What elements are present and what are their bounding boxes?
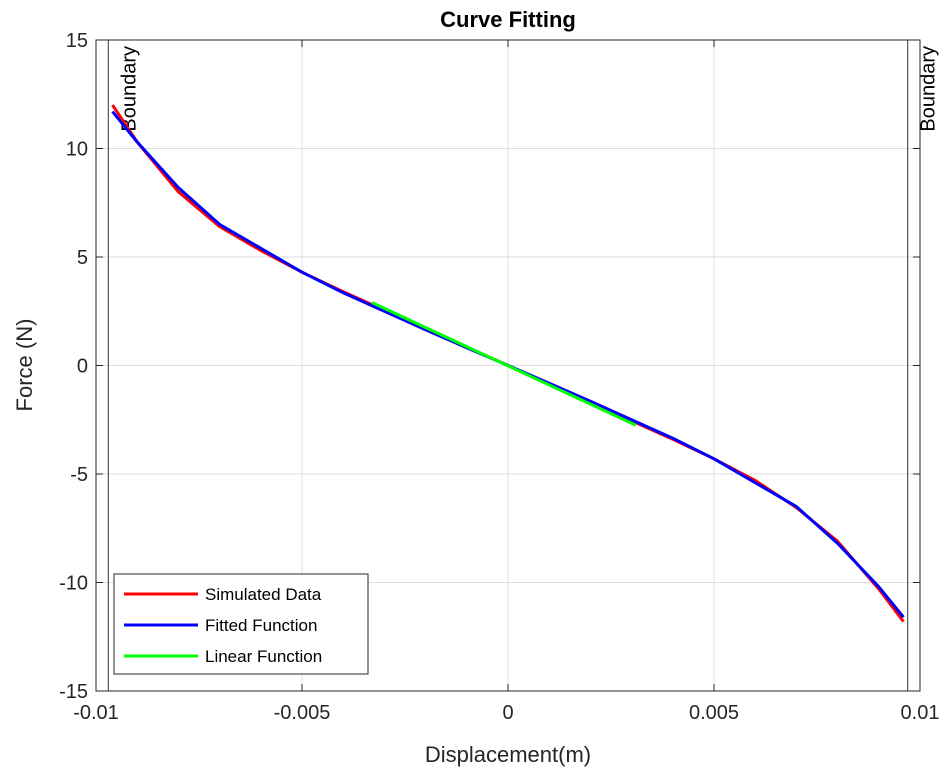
- x-tick-label: 0.005: [689, 702, 739, 724]
- legend-entries: Simulated Data Fitted Function Linear Func…: [124, 585, 322, 666]
- boundary-lines: Boundary Boundary: [107, 40, 940, 691]
- y-tick-label: -15: [59, 681, 88, 703]
- series-lines: [111, 104, 905, 623]
- x-axis-label: Displacement(m): [425, 742, 591, 767]
- y-tick-label: 10: [66, 139, 88, 161]
- boundary-label: Boundary: [918, 46, 940, 132]
- y-tick-label: 15: [66, 30, 88, 52]
- legend-label: Linear Function: [205, 647, 322, 666]
- legend-label: Fitted Function: [205, 616, 317, 635]
- y-tick-label: 5: [77, 247, 88, 269]
- tick-marks: [95, 39, 921, 692]
- x-tick-label: 0: [502, 702, 513, 724]
- series-line-3: [371, 301, 637, 427]
- y-tick-label: -10: [59, 573, 88, 595]
- chart-title: Curve Fitting: [440, 7, 576, 32]
- x-tick-label: -0.01: [73, 702, 119, 724]
- boundary-label: Boundary: [118, 46, 140, 132]
- y-tick-label: 0: [77, 356, 88, 378]
- y-axis-label: Force (N): [12, 319, 37, 412]
- x-tick-label: 0.01: [901, 702, 940, 724]
- y-tick-labels: -15 -10 -5 0 5 10 15: [59, 30, 88, 703]
- legend: Simulated Data Fitted Function Linear Func…: [113, 573, 369, 675]
- x-tick-labels: -0.01 -0.005 0 0.005 0.01: [73, 702, 939, 724]
- legend-label: Simulated Data: [205, 585, 322, 604]
- x-tick-label: -0.005: [274, 702, 331, 724]
- y-tick-label: -5: [70, 464, 88, 486]
